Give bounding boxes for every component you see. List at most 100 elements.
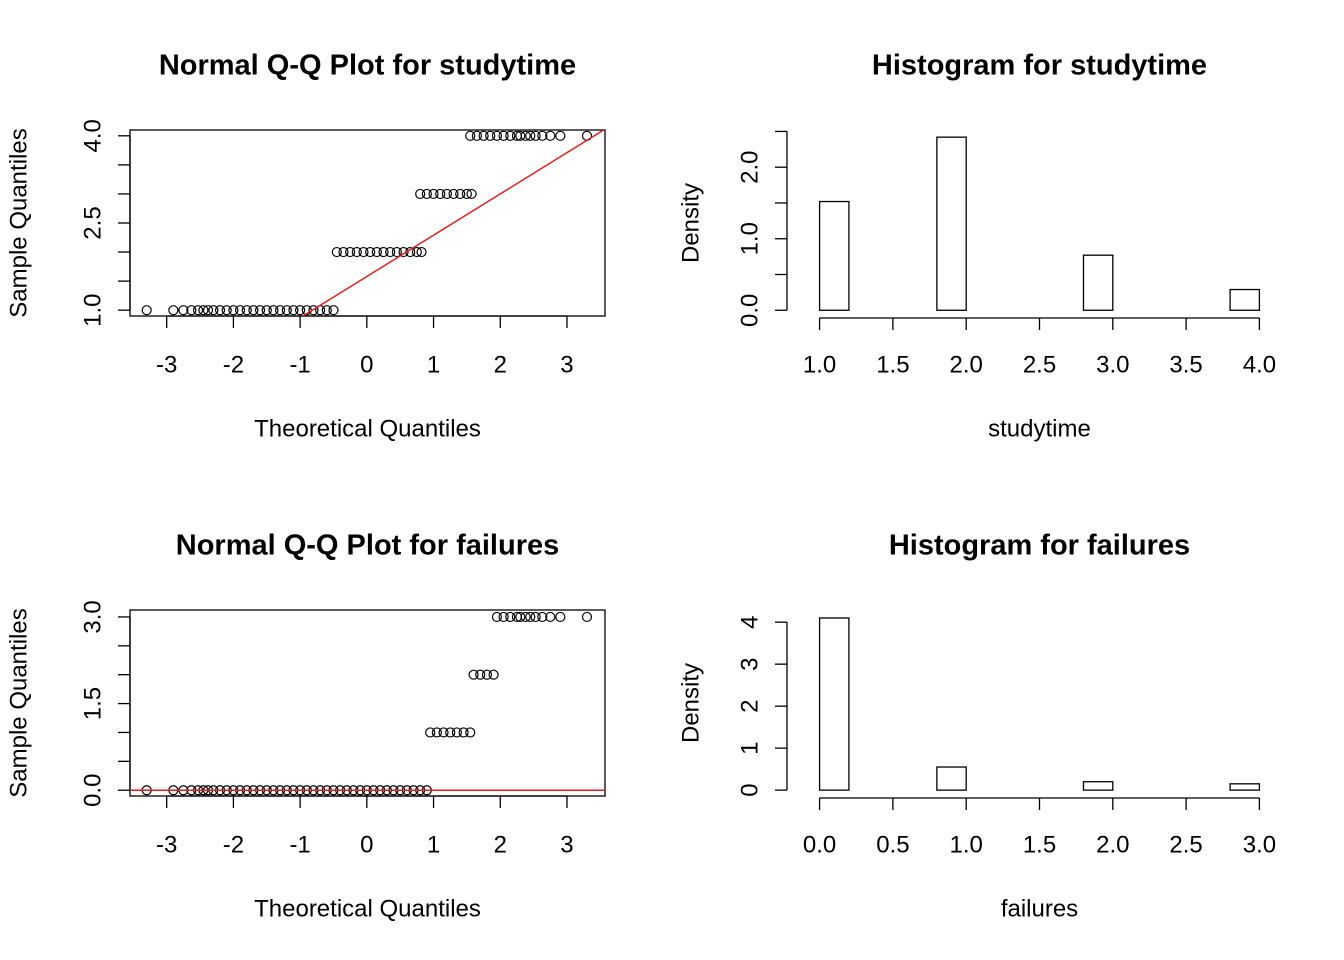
point: [281, 305, 292, 316]
point: [345, 246, 356, 258]
y-tick-label: 2.5: [79, 206, 106, 239]
point: [525, 611, 536, 623]
point: [416, 246, 427, 258]
x-axis-label: failures: [1001, 895, 1078, 922]
point: [468, 669, 479, 680]
point: [545, 611, 556, 623]
x-tick-label: 2.5: [1023, 351, 1056, 378]
point: [555, 130, 566, 141]
point: [328, 305, 339, 316]
point: [365, 246, 376, 258]
x-tick-label: 3.0: [1243, 831, 1276, 858]
point: [214, 305, 226, 316]
point: [515, 130, 526, 141]
x-tick-label: 2.0: [1096, 831, 1129, 858]
point: [234, 305, 246, 316]
point: [228, 305, 239, 316]
point: [481, 669, 493, 680]
y-tick-label: 1.0: [79, 294, 106, 327]
chart-title: Normal Q-Q Plot for studytime: [159, 50, 576, 82]
point: [438, 727, 449, 738]
point: [505, 611, 516, 623]
y-tick-label: 1.5: [79, 687, 106, 720]
point: [421, 188, 432, 200]
x-axis-label: Theoretical Quantiles: [254, 415, 481, 442]
point: [555, 611, 566, 623]
point: [295, 305, 306, 316]
point: [491, 130, 503, 141]
x-axis-label: Theoretical Quantiles: [254, 895, 481, 922]
point: [498, 130, 509, 141]
point: [321, 305, 332, 316]
x-tick-label: 2.5: [1169, 831, 1202, 858]
bar: [1082, 254, 1114, 311]
point: [378, 246, 389, 258]
point: [268, 305, 279, 316]
point: [198, 305, 209, 316]
point: [505, 130, 516, 141]
x-tick-label: 4.0: [1243, 351, 1276, 378]
x-tick-label: 0: [360, 351, 373, 378]
y-tick-label: 0.0: [736, 294, 763, 327]
chart-title: Histogram for failures: [889, 530, 1190, 562]
x-tick-label: 0.5: [876, 831, 909, 858]
y-tick-label: 3.0: [79, 600, 106, 633]
point: [478, 130, 489, 141]
x-tick-label: 0: [360, 831, 373, 858]
x-tick-label: -1: [289, 831, 310, 858]
point: [537, 611, 548, 623]
x-tick-label: -2: [223, 351, 244, 378]
y-tick-label: 0: [736, 783, 763, 796]
point: [351, 246, 362, 258]
y-tick-label: 2: [736, 699, 763, 712]
point: [530, 130, 541, 141]
point: [308, 305, 319, 316]
point: [461, 188, 473, 200]
point: [261, 305, 272, 316]
point: [485, 130, 496, 141]
point: [208, 305, 219, 316]
chart-title: Normal Q-Q Plot for failures: [176, 530, 560, 562]
point: [537, 130, 548, 141]
x-tick-label: 1.0: [803, 351, 836, 378]
x-tick-label: 3.5: [1169, 351, 1202, 378]
point: [455, 188, 466, 200]
point: [498, 611, 509, 623]
point: [385, 246, 396, 258]
x-tick-label: -3: [156, 831, 177, 858]
y-axis-label: Sample Quantiles: [5, 608, 32, 797]
x-tick-label: -1: [289, 351, 310, 378]
point: [331, 246, 342, 258]
point: [411, 246, 422, 258]
x-tick-label: 1: [427, 831, 440, 858]
bar: [936, 766, 967, 791]
point: [358, 246, 369, 258]
bar: [818, 617, 850, 791]
point: [465, 727, 476, 738]
y-tick-label: 2.0: [736, 151, 763, 184]
y-tick-label: 1: [736, 741, 763, 754]
plot-frame: [129, 609, 606, 797]
point: [545, 130, 556, 141]
point: [441, 188, 452, 200]
x-tick-label: 3.0: [1096, 351, 1129, 378]
y-tick-label: 3: [736, 657, 763, 670]
bar: [1229, 783, 1261, 791]
point: [431, 727, 442, 738]
x-axis-label: studytime: [988, 415, 1091, 442]
point: [488, 669, 499, 680]
y-tick-label: 4: [736, 615, 763, 628]
x-tick-label: 1: [427, 351, 440, 378]
x-tick-label: 1.5: [1023, 831, 1056, 858]
point: [581, 611, 593, 623]
point: [458, 727, 469, 738]
point: [515, 611, 526, 623]
point: [491, 611, 503, 623]
point: [275, 305, 286, 316]
point: [241, 305, 252, 316]
bar: [1082, 781, 1114, 791]
x-tick-label: -2: [223, 831, 244, 858]
plot-frame: [129, 129, 606, 317]
x-tick-label: 3: [560, 351, 573, 378]
